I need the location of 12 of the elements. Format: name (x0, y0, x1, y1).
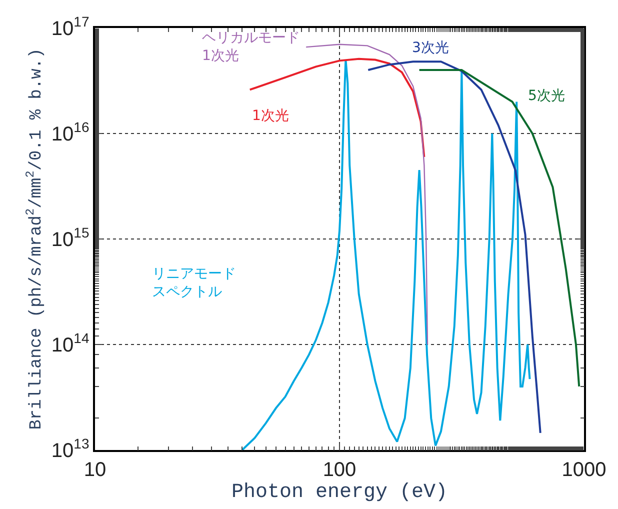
y-tick-label: 10$^{14}$ (51, 330, 90, 356)
y-tick-label: 10$^{15}$ (51, 224, 90, 251)
series-label: ヘリカルモード1次光 (202, 30, 300, 64)
x-tick-label: 1000 (562, 458, 606, 481)
series-label: 5次光 (528, 88, 565, 104)
y-tick-label: 10$^{16}$ (51, 119, 90, 146)
x-tick-label: 100 (322, 458, 356, 481)
x-axis-title: Photon energy (eV) (231, 480, 448, 504)
text: リニアモードスペクトル (152, 266, 236, 300)
y-tick-label: 10$^{17}$ (51, 14, 90, 40)
series-label: 3次光 (412, 40, 449, 56)
series-label: 1次光 (252, 108, 289, 124)
